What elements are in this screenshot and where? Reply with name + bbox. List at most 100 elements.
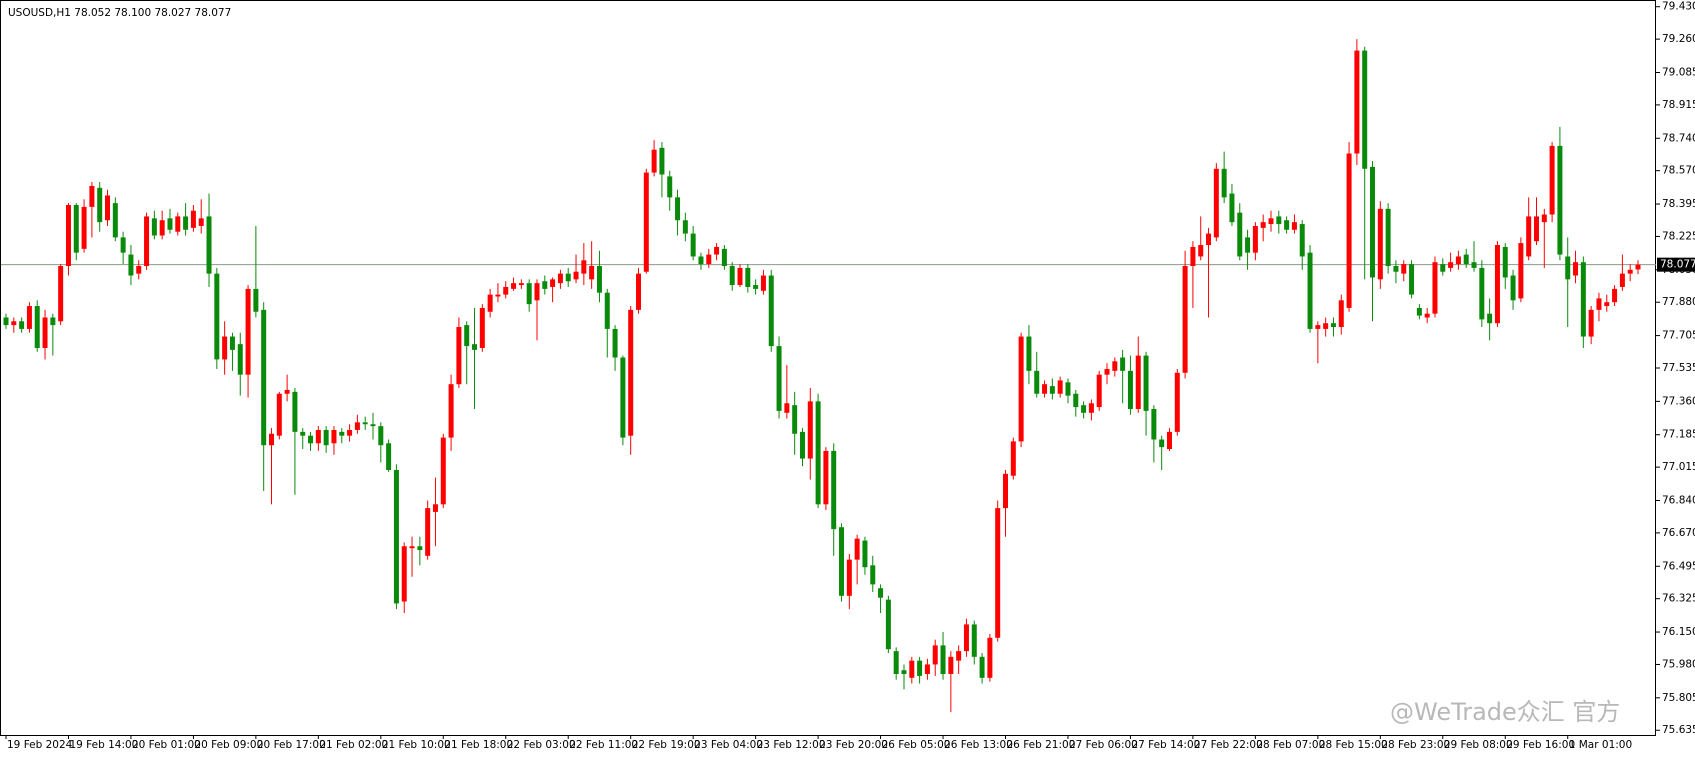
candle-body [1049, 386, 1055, 394]
candle-body [901, 670, 907, 674]
candle-body [815, 401, 821, 505]
candle-body [643, 172, 649, 272]
candle-body [1346, 153, 1352, 308]
candle-body [1026, 336, 1032, 371]
candle-body [534, 283, 540, 301]
x-tick-label: 28 Feb 07:00 [1256, 739, 1325, 751]
candle-body [760, 275, 766, 291]
candle-body [292, 391, 298, 432]
candle-body [1549, 145, 1555, 215]
candle-body [1573, 262, 1579, 276]
candle-body [1213, 168, 1219, 238]
candle-body [511, 283, 517, 289]
candle-body [1143, 355, 1149, 411]
candle-body [105, 195, 111, 221]
x-tick-label: 19 Feb 2024 [7, 739, 73, 751]
candle-body [1151, 408, 1157, 440]
candle-body [261, 309, 267, 446]
candle-body [417, 546, 423, 551]
candle-body [1112, 361, 1118, 371]
candle-body [487, 294, 493, 312]
x-tick-label: 26 Feb 13:00 [944, 739, 1013, 751]
candle-body [347, 429, 353, 436]
candle-body [1580, 262, 1586, 337]
candle-body [948, 656, 954, 674]
candle-body [846, 559, 852, 596]
candle-body [50, 317, 56, 326]
candle-body [612, 328, 618, 358]
candle-body [635, 273, 641, 310]
candle-body [932, 645, 938, 665]
candle-body [784, 403, 790, 413]
candle-body [675, 197, 681, 221]
candle-body [1018, 336, 1024, 442]
candle-body [1541, 214, 1547, 223]
candle-body [542, 281, 548, 289]
candle-body [1627, 269, 1633, 274]
candle-body [1479, 267, 1485, 320]
candle-body [151, 218, 157, 236]
candle-body [1284, 220, 1290, 230]
candle-body [1174, 372, 1180, 432]
y-tick-label: 77.880 [1662, 296, 1695, 308]
candle-body [1268, 218, 1274, 225]
candle-body [870, 565, 876, 585]
candle-body [479, 307, 485, 348]
candle-body [557, 273, 563, 284]
candle-body [596, 266, 602, 293]
candle-body [1455, 256, 1461, 265]
candle-body [268, 433, 274, 446]
y-tick-label: 79.430 [1662, 1, 1695, 13]
candle-body [378, 426, 384, 446]
candle-body [995, 508, 1001, 638]
candle-body [175, 216, 181, 232]
candle-body [526, 283, 532, 305]
candle-body [979, 656, 985, 678]
candle-body [1088, 403, 1094, 413]
y-tick-label: 77.360 [1662, 395, 1695, 407]
candle-body [768, 275, 774, 347]
candle-body [659, 147, 665, 175]
candle-body [698, 256, 704, 265]
candle-body [1354, 50, 1360, 154]
candle-body [667, 176, 673, 198]
candle-body [1463, 254, 1469, 265]
candle-body [971, 624, 977, 657]
candle-body [620, 357, 626, 438]
candle-body [1237, 212, 1243, 257]
candle-body [737, 267, 743, 286]
x-tick-label: 22 Feb 19:00 [632, 739, 701, 751]
candle-body [1245, 237, 1251, 253]
candle-body [776, 346, 782, 411]
candle-body [362, 422, 368, 425]
candle-body [1299, 224, 1305, 257]
y-tick-label: 76.670 [1662, 527, 1695, 539]
candle-body [1073, 393, 1079, 408]
candle-body [464, 325, 470, 347]
candle-body [1619, 273, 1625, 287]
price-tag [1657, 257, 1695, 272]
candle-body [73, 204, 79, 253]
candle-body [1510, 275, 1516, 301]
candle-body [1432, 262, 1438, 314]
candle-body [940, 645, 946, 674]
candle-body [1502, 246, 1508, 278]
candle-body [1307, 252, 1313, 329]
y-tick-label: 79.260 [1662, 33, 1695, 45]
x-tick-label: 22 Feb 11:00 [569, 739, 638, 751]
candle-body [1003, 473, 1009, 509]
candle-body [237, 344, 243, 375]
candle-body [878, 588, 884, 598]
candle-body [354, 422, 360, 430]
x-tick-label: 28 Feb 23:00 [1381, 739, 1450, 751]
candle-body [34, 306, 40, 348]
candle-body [1166, 431, 1172, 450]
candle-body [300, 431, 306, 436]
candle-body [1190, 246, 1196, 267]
candle-body [745, 267, 751, 287]
candle-body [112, 203, 118, 238]
candle-body [682, 220, 688, 234]
candle-body [253, 288, 259, 312]
candle-body [503, 286, 509, 295]
